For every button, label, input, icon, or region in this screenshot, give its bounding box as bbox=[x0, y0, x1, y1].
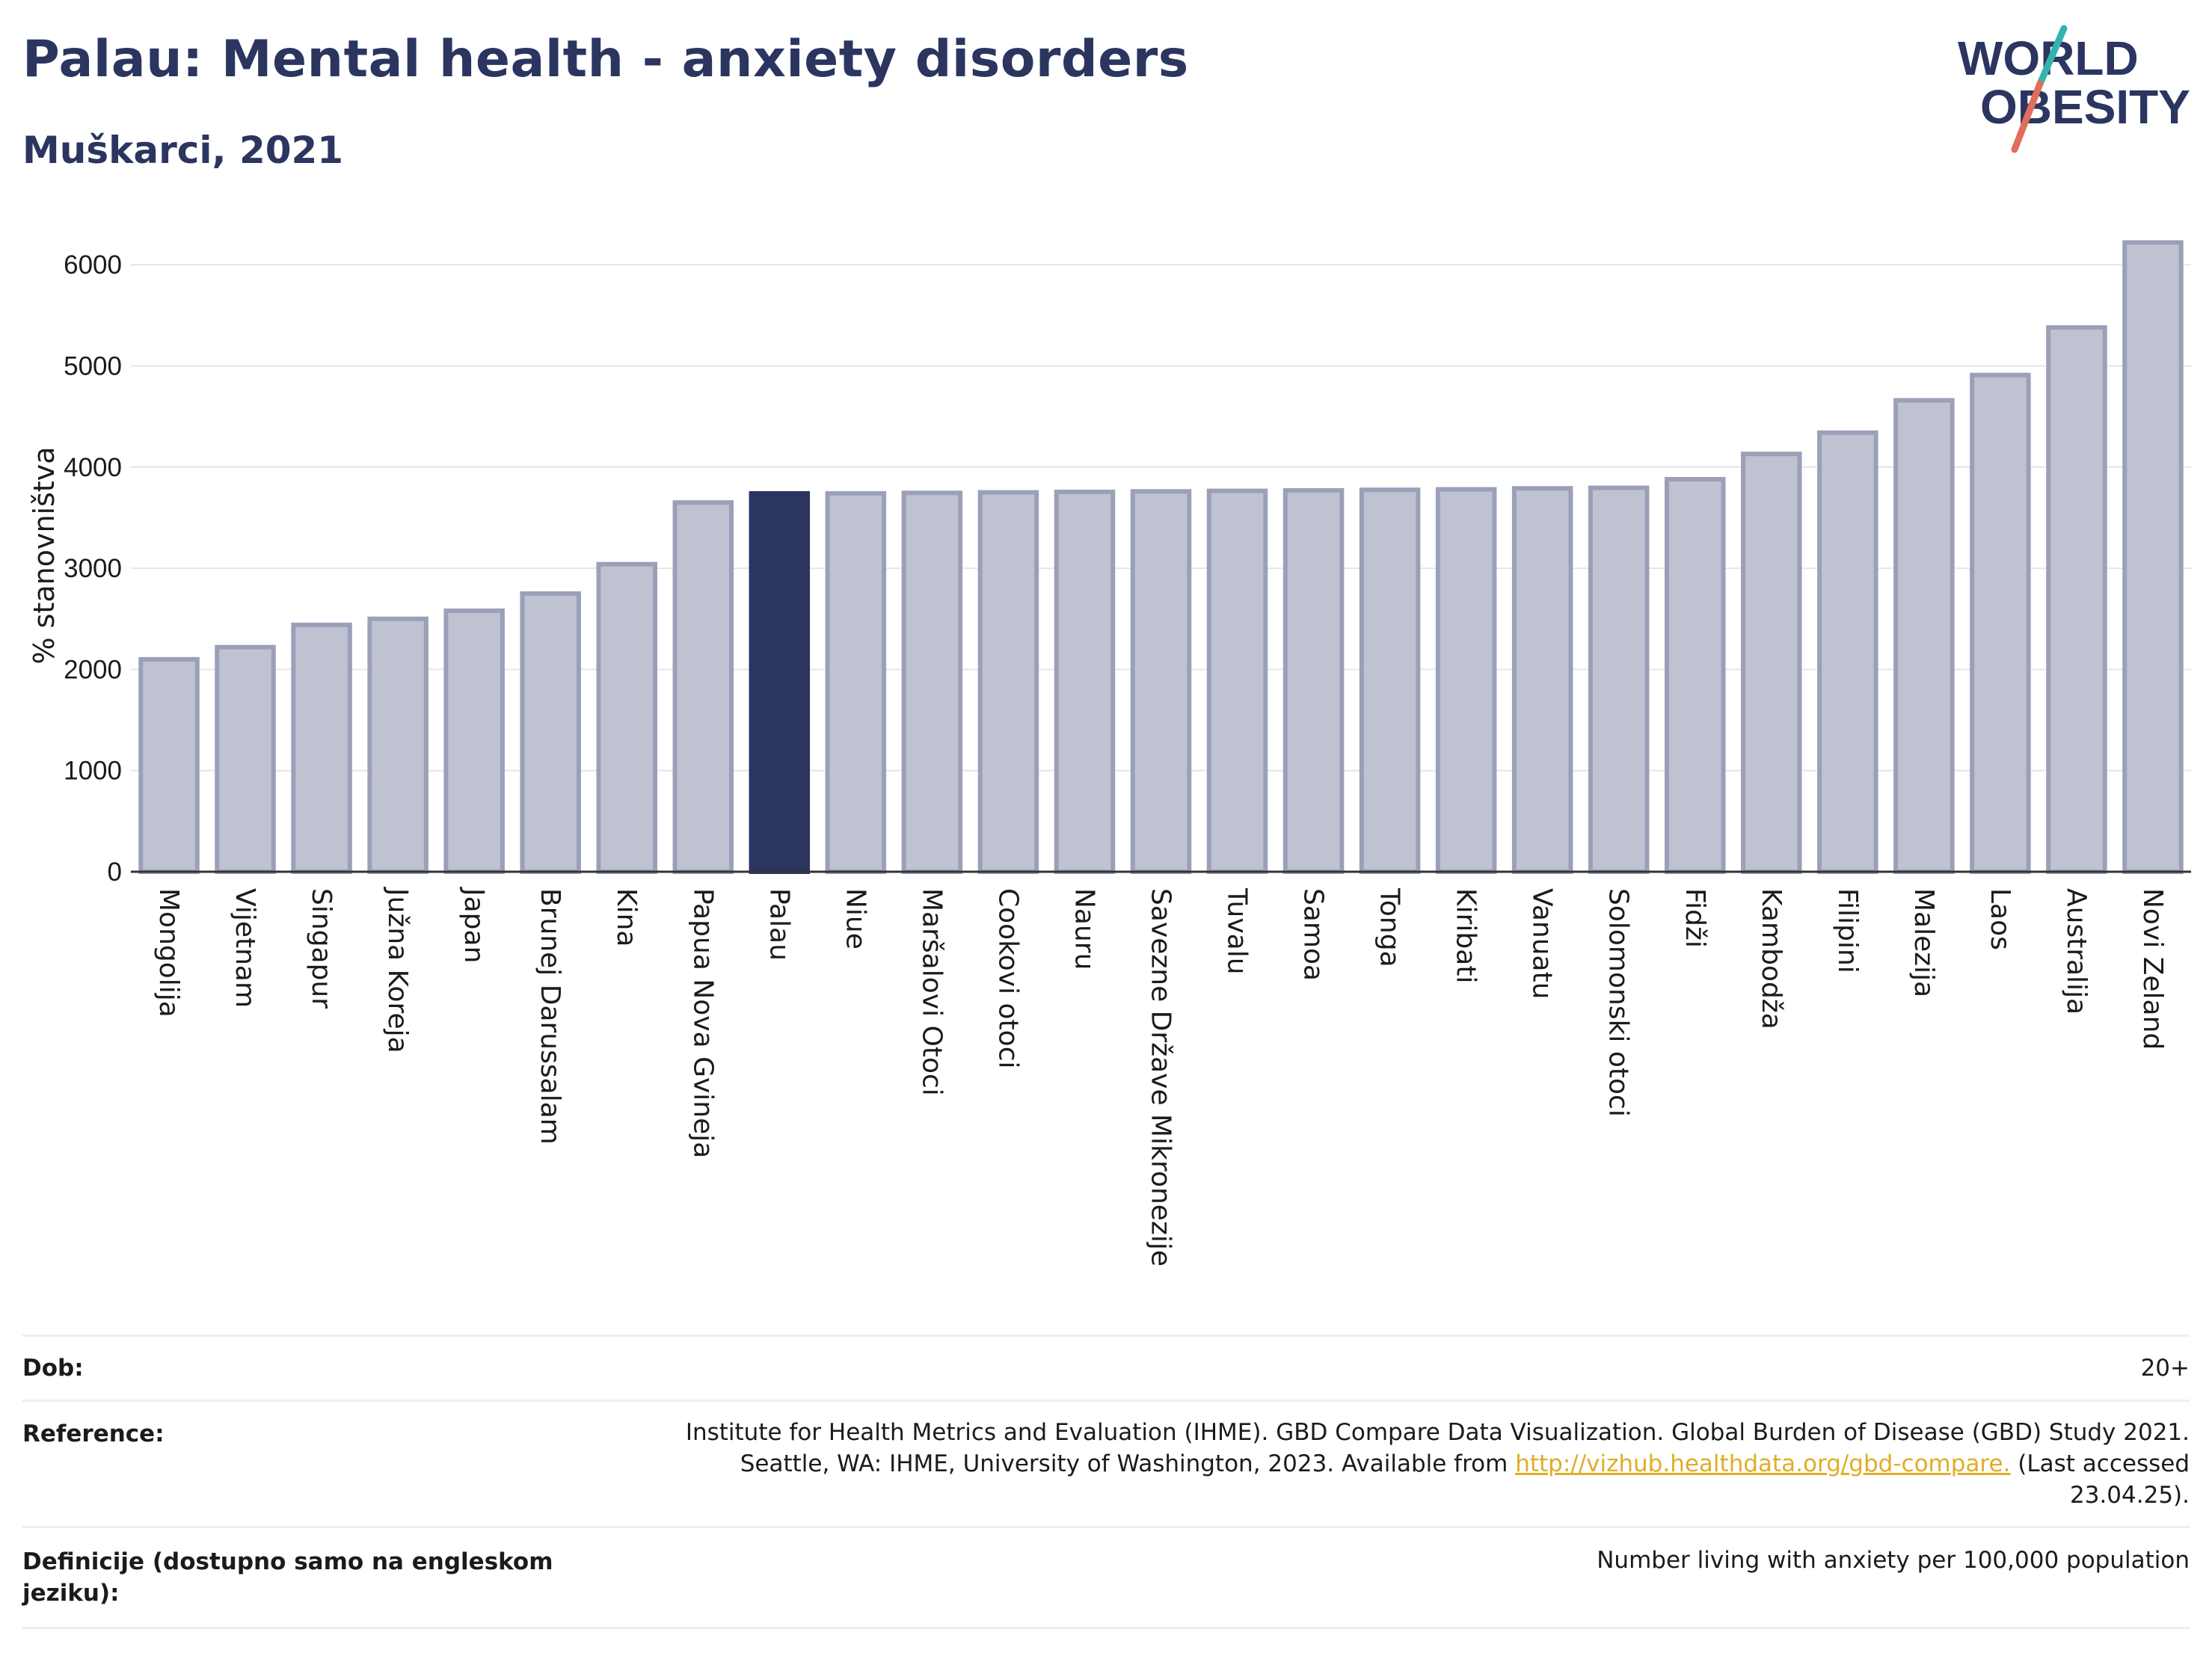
bar-25 bbox=[2046, 325, 2107, 874]
x-tick-label: Laos bbox=[1985, 888, 2015, 950]
x-tick-label: Tonga bbox=[1374, 887, 1405, 967]
info-table: Dob: 20+ Reference: Institute for Health… bbox=[22, 1335, 2190, 1629]
chart-subtitle: Muškarci, 2021 bbox=[22, 129, 344, 172]
bar-15 bbox=[1282, 487, 1345, 874]
bar-1 bbox=[215, 644, 276, 874]
x-tick-label: Južna Koreja bbox=[382, 887, 413, 1053]
reference-line2-pre: Seattle, WA: IHME, University of Washing… bbox=[740, 1450, 1516, 1477]
x-tick-label: Vijetnam bbox=[230, 888, 260, 1008]
definition-label: Definicije (dostupno samo na engleskom j… bbox=[22, 1548, 553, 1607]
age-label: Dob: bbox=[22, 1355, 84, 1382]
x-tick-label: Kina bbox=[611, 888, 642, 947]
bar-8 bbox=[749, 490, 811, 875]
bar-14 bbox=[1206, 488, 1268, 875]
x-tick-label: Cookovi otoci bbox=[992, 888, 1023, 1069]
bar-4 bbox=[443, 608, 505, 874]
bar-23 bbox=[1893, 398, 1955, 874]
bar-13 bbox=[1130, 489, 1192, 874]
bar-11 bbox=[977, 490, 1039, 874]
x-tick-label: Samoa bbox=[1298, 888, 1329, 981]
reference-link[interactable]: http://vizhub.healthdata.org/gbd-compare… bbox=[1515, 1450, 2011, 1477]
x-tick-label: Papua Nova Gvineja bbox=[687, 888, 718, 1158]
y-tick-label: 3000 bbox=[64, 554, 122, 583]
bar-19 bbox=[1588, 485, 1650, 874]
y-tick-label: 4000 bbox=[64, 453, 122, 482]
x-tick-label: Savezne Države Mikronezije bbox=[1146, 888, 1176, 1266]
reference-label: Reference: bbox=[22, 1420, 165, 1447]
x-tick-label: Brunej Darussalam bbox=[535, 888, 565, 1145]
info-row-definition: Definicije (dostupno samo na engleskom j… bbox=[22, 1526, 2190, 1629]
bar-6 bbox=[596, 561, 657, 875]
y-tick-label: 2000 bbox=[64, 655, 122, 684]
bar-3 bbox=[367, 616, 428, 874]
x-tick-label: Kiribati bbox=[1451, 888, 1481, 983]
bar-12 bbox=[1054, 489, 1116, 874]
y-tick-label: 0 bbox=[108, 858, 122, 887]
bar-22 bbox=[1817, 430, 1878, 874]
bar-21 bbox=[1741, 452, 1802, 874]
info-row-reference: Reference: Institute for Health Metrics … bbox=[22, 1400, 2190, 1526]
bar-17 bbox=[1435, 487, 1497, 874]
reference-line2-post: (Last accessed bbox=[2010, 1450, 2190, 1477]
reference-line1: Institute for Health Metrics and Evaluat… bbox=[685, 1419, 2190, 1446]
x-tick-label: Novi Zeland bbox=[2137, 888, 2168, 1050]
x-tick-label: Fidži bbox=[1680, 888, 1710, 948]
x-tick-label: Malezija bbox=[1908, 888, 1939, 997]
y-axis-label: % stanovništva bbox=[28, 446, 61, 664]
logo-word-obesity: OBESITY bbox=[1980, 80, 2190, 134]
x-tick-label: Vanuatu bbox=[1527, 888, 1558, 1000]
bar-chart: 0 1000 2000 3000 4000 5000 6000 % stanovništva M… bbox=[28, 240, 2191, 1266]
x-tick-label: Maršalovi Otoci bbox=[916, 888, 947, 1096]
x-tick-label: Singapur bbox=[306, 888, 337, 1009]
definition-value: Number living with anxiety per 100,000 p… bbox=[1597, 1547, 2190, 1574]
x-tick-label: Niue bbox=[840, 888, 870, 949]
info-row-age: Dob: 20+ bbox=[22, 1335, 2190, 1400]
x-tick-label: Palau bbox=[764, 888, 794, 961]
bar-9 bbox=[825, 490, 887, 875]
bar-7 bbox=[672, 500, 734, 874]
reference-text: Institute for Health Metrics and Evaluat… bbox=[591, 1417, 2190, 1511]
bar-20 bbox=[1665, 476, 1726, 874]
x-tick-label: Kambodža bbox=[1756, 888, 1787, 1029]
bar-0 bbox=[138, 656, 200, 874]
x-tick-label: Tuvalu bbox=[1222, 887, 1253, 975]
logo-slash-coral bbox=[2011, 80, 2044, 153]
bar-18 bbox=[1511, 486, 1573, 874]
age-value: 20+ bbox=[2140, 1355, 2190, 1382]
y-tick-label: 6000 bbox=[64, 250, 122, 280]
y-tick-label: 5000 bbox=[64, 351, 122, 381]
y-tick-label: 1000 bbox=[64, 757, 122, 786]
x-tick-label: Filipini bbox=[1832, 888, 1863, 973]
x-tick-label: Japan bbox=[458, 887, 489, 963]
x-tick-label: Nauru bbox=[1069, 888, 1099, 970]
bar-26 bbox=[2122, 240, 2184, 874]
bar-10 bbox=[901, 490, 963, 874]
bar-5 bbox=[520, 591, 581, 874]
x-tick-label: Solomonski otoci bbox=[1603, 888, 1634, 1117]
chart-title: Palau: Mental health - anxiety disorders bbox=[22, 30, 1189, 89]
bar-2 bbox=[291, 622, 352, 875]
logo-slash-teal bbox=[2036, 25, 2068, 87]
world-obesity-logo: WORLD OBESITY bbox=[1958, 25, 2190, 153]
x-tick-label: Mongolija bbox=[153, 888, 184, 1018]
bar-16 bbox=[1359, 487, 1421, 874]
reference-line3: 23.04.25). bbox=[2070, 1482, 2190, 1509]
x-tick-label: Australija bbox=[2061, 888, 2092, 1015]
bar-24 bbox=[1970, 372, 2031, 875]
